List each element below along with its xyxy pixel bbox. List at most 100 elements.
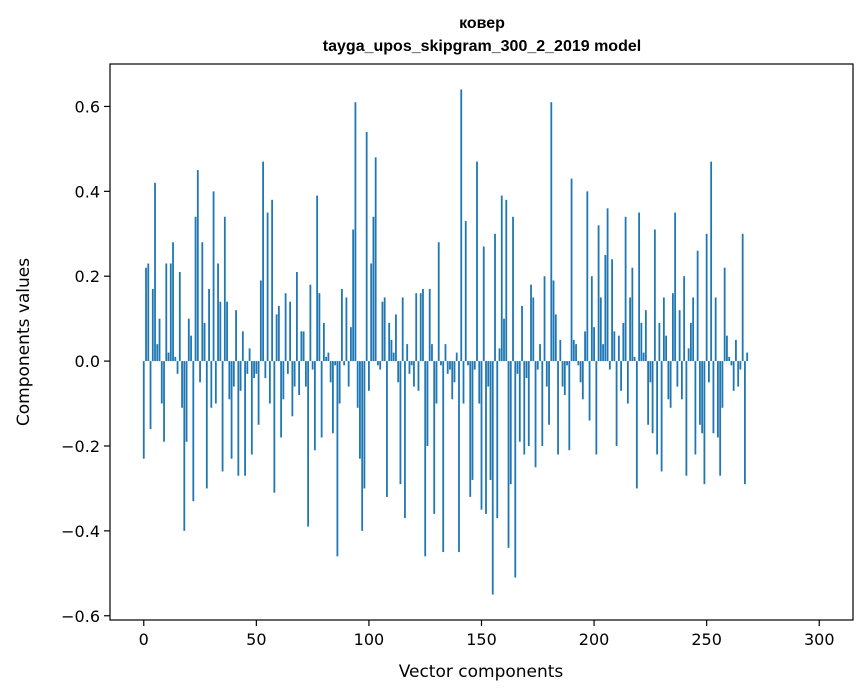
bars-group: [142, 89, 749, 595]
bar-223: [644, 310, 647, 362]
bar-77: [316, 195, 319, 362]
bar-215: [626, 361, 629, 404]
bar-61: [280, 361, 283, 438]
bar-80: [322, 322, 325, 362]
bar-140: [458, 361, 460, 553]
bar-239: [680, 361, 683, 400]
bar-67: [293, 361, 296, 387]
bar-48: [250, 361, 253, 455]
bar-197: [586, 191, 589, 362]
bar-82: [327, 352, 330, 362]
bar-104: [377, 361, 379, 366]
bar-72: [304, 361, 307, 387]
bar-242: [687, 348, 690, 362]
bar-153: [487, 361, 490, 387]
bar-51: [257, 361, 260, 425]
bar-31: [212, 191, 215, 362]
bar-173: [532, 297, 535, 362]
bar-123: [419, 293, 422, 362]
bar-236: [674, 212, 677, 362]
bar-17: [181, 361, 183, 408]
y-tick-label: 0.0: [75, 352, 100, 371]
bar-152: [485, 361, 487, 514]
bar-186: [561, 361, 564, 387]
bar-70: [300, 331, 303, 362]
bar-37: [226, 301, 228, 362]
bar-231: [662, 297, 665, 362]
bar-18: [183, 361, 186, 531]
bar-46: [246, 361, 249, 374]
bar-120: [413, 361, 415, 387]
bar-6: [156, 344, 159, 362]
bar-52: [259, 280, 262, 362]
bar-142: [462, 361, 465, 404]
bar-25: [199, 361, 201, 383]
bar-161: [505, 199, 508, 362]
bar-249: [703, 361, 706, 485]
bar-112: [395, 314, 397, 362]
bar-21: [190, 335, 192, 362]
bar-12: [169, 263, 172, 362]
bar-34: [219, 301, 222, 362]
bar-229: [658, 322, 661, 362]
bar-160: [503, 318, 505, 362]
bar-36: [223, 216, 226, 362]
bar-132: [440, 361, 442, 366]
bar-127: [428, 288, 431, 362]
bar-16: [178, 271, 181, 362]
bar-257: [721, 361, 724, 408]
bar-227: [653, 229, 656, 362]
bar-254: [714, 297, 717, 362]
bar-138: [453, 361, 456, 383]
bar-57: [271, 199, 274, 362]
bar-220: [638, 212, 641, 362]
bar-9: [163, 361, 165, 442]
bar-162: [507, 361, 510, 548]
bar-2: [147, 263, 150, 362]
bar-259: [726, 335, 728, 362]
bar-108: [386, 361, 388, 497]
x-tick-label: 300: [804, 630, 835, 649]
bar-95: [356, 361, 359, 408]
bar-74: [309, 284, 312, 362]
bar-183: [554, 314, 557, 362]
y-tick-label: 0.4: [75, 182, 100, 201]
bar-43: [239, 361, 242, 391]
bar-111: [392, 352, 395, 362]
bar-241: [685, 361, 688, 476]
bar-83: [329, 361, 332, 383]
bar-252: [710, 161, 713, 362]
bar-13: [172, 242, 174, 362]
x-tick-label: 50: [246, 630, 266, 649]
bar-44: [241, 331, 244, 362]
y-tick-label: −0.6: [61, 607, 100, 626]
bar-267: [744, 361, 746, 485]
bar-14: [174, 356, 177, 362]
bar-184: [557, 361, 559, 455]
bar-71: [302, 331, 305, 362]
bar-98: [363, 361, 366, 489]
bar-157: [496, 361, 499, 519]
bar-261: [730, 361, 733, 366]
bar-206: [606, 208, 609, 362]
bar-33: [217, 263, 219, 362]
bar-196: [584, 331, 586, 362]
bar-8: [160, 361, 163, 404]
bar-103: [374, 157, 377, 362]
bar-65: [289, 301, 292, 362]
x-axis-label: Vector components: [399, 662, 564, 682]
bar-101: [370, 263, 373, 362]
bar-222: [642, 352, 645, 362]
bar-194: [579, 361, 582, 383]
bar-58: [273, 361, 276, 493]
bar-81: [325, 356, 328, 362]
bar-255: [717, 361, 719, 438]
bar-214: [624, 216, 627, 362]
bar-99: [365, 131, 368, 362]
x-tick-label: 100: [354, 630, 385, 649]
bar-180: [548, 361, 550, 425]
bar-125: [424, 361, 427, 557]
bar-266: [741, 233, 744, 362]
bar-131: [437, 242, 440, 362]
